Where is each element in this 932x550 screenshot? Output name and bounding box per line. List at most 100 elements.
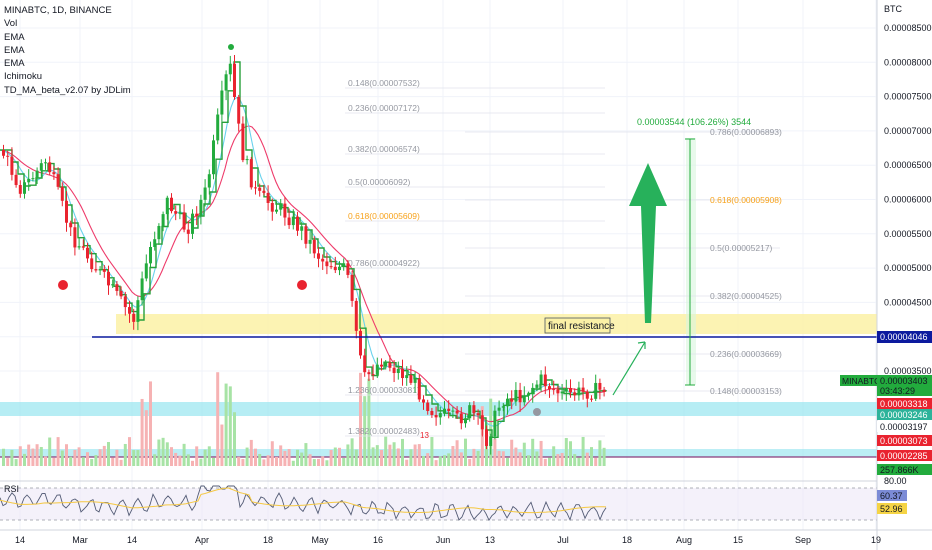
candle-body bbox=[522, 395, 526, 403]
volume-bar bbox=[455, 440, 459, 466]
candle-body bbox=[216, 114, 220, 141]
fib-left-label: 1.382(0.00002483) bbox=[348, 426, 420, 436]
chart-legend: MINABTC, 1D, BINANCE Vol EMA EMA EMA Ich… bbox=[4, 4, 131, 97]
volume-bar bbox=[207, 446, 211, 466]
candle-body bbox=[98, 269, 102, 271]
candle-body bbox=[212, 140, 215, 175]
candle-body bbox=[308, 239, 312, 244]
volume-bar bbox=[300, 452, 304, 466]
volume-bar bbox=[569, 441, 572, 466]
candle-body bbox=[346, 263, 350, 275]
candle-body bbox=[115, 284, 119, 291]
fib-left-label: 0.5(0.00006092) bbox=[348, 177, 411, 187]
candle-body bbox=[262, 190, 266, 193]
price-tag bbox=[877, 464, 932, 475]
fib-right-label: 0.148(0.00003153) bbox=[710, 386, 782, 396]
rsi-title: RSI bbox=[4, 484, 19, 494]
candle-body bbox=[136, 300, 140, 322]
indicator-ema-3[interactable]: EMA bbox=[4, 58, 25, 70]
candle-body bbox=[266, 192, 270, 203]
volume-bar bbox=[396, 448, 400, 466]
candle-body bbox=[220, 90, 224, 115]
indicator-vol[interactable]: Vol bbox=[4, 18, 18, 30]
indicator-ema-1[interactable]: EMA bbox=[4, 31, 25, 43]
volume-bar bbox=[497, 450, 501, 466]
volume-bar bbox=[539, 440, 543, 466]
symbol-title[interactable]: MINABTC, 1D, BINANCE bbox=[4, 5, 112, 16]
volume-bar bbox=[128, 437, 131, 466]
volume-bar bbox=[56, 437, 60, 466]
time-axis-tick: Aug bbox=[676, 535, 692, 545]
volume-bar bbox=[86, 452, 89, 466]
sell-marker bbox=[58, 280, 68, 290]
volume-bar bbox=[245, 447, 249, 466]
candle-body bbox=[485, 429, 488, 446]
candle-body bbox=[312, 239, 316, 254]
candle-body bbox=[132, 313, 136, 322]
candle-body bbox=[443, 408, 446, 414]
candle-body bbox=[254, 187, 257, 189]
time-axis[interactable]: 14 Mar 14 Apr 18 May 16 Jun 13 Jul 18 Aug 15 Sep 19 bbox=[0, 529, 932, 545]
volume-bars bbox=[2, 372, 606, 466]
candle-body bbox=[287, 217, 291, 226]
candle-body bbox=[18, 185, 22, 194]
volume-bar bbox=[325, 460, 329, 466]
candle-body bbox=[569, 387, 572, 393]
high-marker bbox=[228, 44, 234, 50]
fib-right-label: 0.236(0.00003669) bbox=[710, 349, 782, 359]
volume-bar bbox=[270, 441, 274, 466]
volume-bar bbox=[90, 459, 94, 466]
price-axis-tick: 0.00007000 bbox=[884, 126, 932, 136]
volume-bar bbox=[510, 439, 514, 466]
candle-body bbox=[434, 414, 438, 418]
candle-body bbox=[283, 203, 287, 218]
volume-bar bbox=[216, 372, 220, 466]
volume-bar bbox=[287, 449, 291, 466]
volume-bar bbox=[195, 446, 199, 466]
candle-body bbox=[564, 387, 568, 392]
volume-bar bbox=[527, 455, 530, 466]
candle-body bbox=[174, 211, 178, 214]
price-tag-text: 03:43:29 bbox=[880, 386, 915, 396]
price-axis-tick: 0.00007500 bbox=[884, 92, 932, 102]
time-axis-tick: Jul bbox=[557, 535, 569, 545]
volume-bar bbox=[35, 444, 39, 466]
volume-bar bbox=[283, 450, 287, 466]
candle-body bbox=[405, 375, 409, 379]
candle-body bbox=[602, 389, 606, 392]
volume-bar bbox=[14, 459, 18, 466]
candle-body bbox=[401, 368, 404, 379]
indicator-ema-2[interactable]: EMA bbox=[4, 44, 25, 56]
volume-bar bbox=[18, 446, 22, 466]
volume-bar bbox=[409, 449, 413, 466]
indicator-td-ma[interactable]: TD_MA_beta_v2.07 by JDLim bbox=[4, 84, 131, 96]
candle-body bbox=[300, 226, 304, 231]
annotation-text: final resistance bbox=[548, 321, 615, 332]
measure-label: 0.00003544 (106.26%) 3544 bbox=[637, 117, 751, 127]
volume-bar bbox=[518, 452, 522, 466]
price-tag bbox=[877, 421, 932, 432]
candle-body bbox=[44, 162, 47, 164]
price-axis-tick: 0.00005500 bbox=[884, 229, 932, 239]
price-tag bbox=[877, 409, 932, 420]
fib-levels: 0.148(0.00007532) 0.236(0.00007172) 0.382(… bbox=[345, 78, 782, 437]
volume-bar bbox=[94, 455, 98, 466]
fib-right-label: 0.786(0.00006893) bbox=[710, 127, 782, 137]
price-tag bbox=[877, 450, 932, 461]
fib-left-label: 1.236(0.00003081) bbox=[348, 385, 420, 395]
rsi-axis-80: 80.00 bbox=[884, 476, 907, 486]
price-axis[interactable]: BTC 0.00008500 0.00008000 0.00007500 0.00007… bbox=[840, 0, 932, 550]
candle-body bbox=[241, 123, 245, 161]
volume-bar bbox=[329, 450, 333, 466]
fib-left-label: 0.786(0.00004922) bbox=[348, 258, 420, 268]
candle-body bbox=[527, 393, 530, 396]
candle-body bbox=[170, 197, 173, 212]
indicator-ichimoku[interactable]: Ichimoku bbox=[4, 71, 43, 83]
candle-body bbox=[476, 413, 480, 416]
volume-bar bbox=[308, 454, 312, 466]
candle-body bbox=[380, 364, 383, 367]
volume-bar bbox=[279, 445, 283, 466]
volume-bar bbox=[123, 443, 127, 466]
candle-body bbox=[417, 378, 421, 400]
